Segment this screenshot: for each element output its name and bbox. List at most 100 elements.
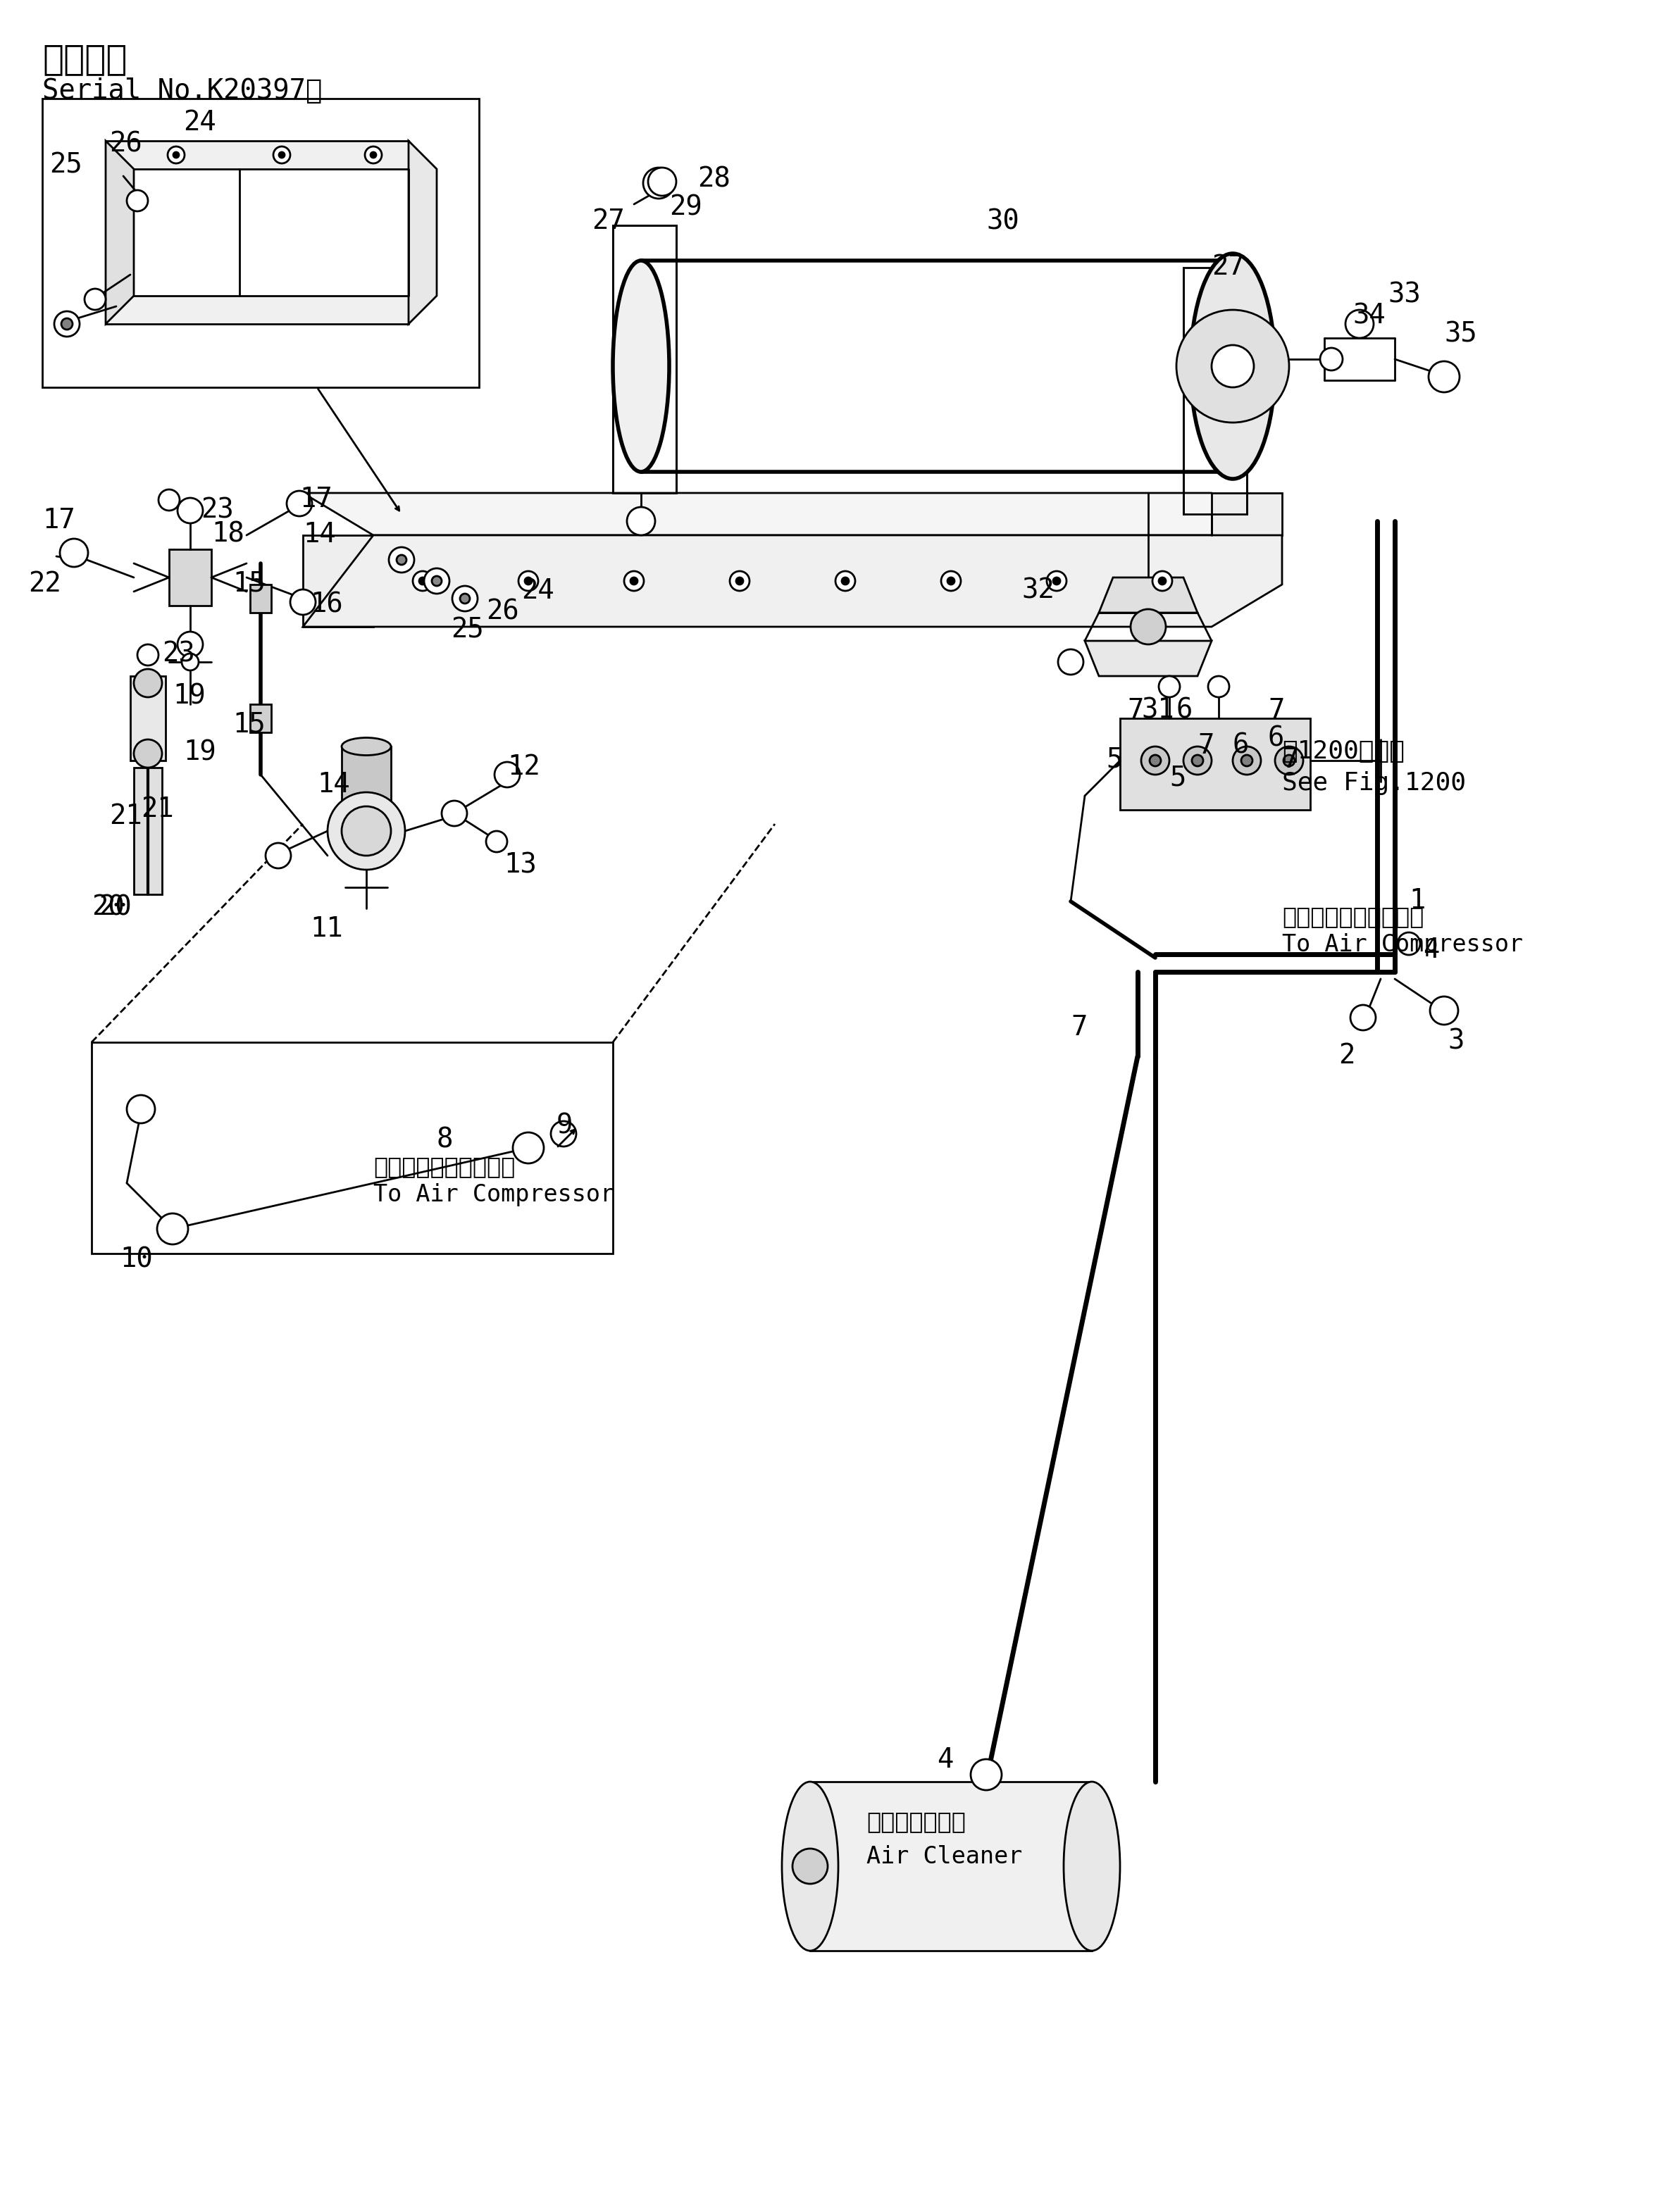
Circle shape [1183,745,1211,774]
Text: 31: 31 [1141,697,1174,723]
Circle shape [1191,754,1203,765]
Bar [42,100,478,387]
Text: See Fig.1200: See Fig.1200 [1282,772,1466,794]
Circle shape [624,571,644,591]
Circle shape [279,153,284,157]
Text: 17: 17 [299,487,333,513]
Circle shape [550,1121,576,1146]
Circle shape [631,577,637,584]
Polygon shape [408,142,437,323]
Polygon shape [1084,641,1211,677]
Circle shape [627,507,656,535]
Circle shape [134,739,162,768]
Circle shape [729,571,750,591]
Circle shape [420,577,427,584]
Polygon shape [105,142,408,168]
Text: Serial No.K20397～: Serial No.K20397～ [42,77,323,104]
Text: 7: 7 [1282,745,1298,774]
Text: 13: 13 [504,852,537,878]
Bar [1119,719,1310,810]
Text: 22: 22 [28,571,62,597]
Polygon shape [1211,493,1282,535]
Text: 11: 11 [310,916,343,942]
Circle shape [423,568,450,593]
Polygon shape [1099,577,1198,613]
Text: 7: 7 [1198,732,1215,759]
Text: 20: 20 [99,894,132,920]
Text: 3: 3 [1447,1029,1464,1055]
Circle shape [159,489,179,511]
Circle shape [1149,754,1161,765]
Circle shape [432,575,442,586]
Bar [130,677,166,761]
Circle shape [1141,745,1169,774]
Text: 6: 6 [1233,732,1250,759]
Circle shape [1057,650,1084,675]
Text: 24: 24 [182,108,216,135]
Text: 19: 19 [172,684,206,710]
Text: 12: 12 [507,754,540,781]
Text: 9: 9 [557,1113,572,1139]
Circle shape [487,832,507,852]
Circle shape [519,571,539,591]
Circle shape [1176,310,1290,422]
Text: 25: 25 [450,617,483,644]
Circle shape [370,153,376,157]
Circle shape [514,1133,544,1164]
Circle shape [647,168,676,197]
Text: To Air Compressor: To Air Compressor [373,1183,614,1206]
Text: エアーコンプレッサへ: エアーコンプレッサへ [373,1155,515,1179]
Text: 10: 10 [120,1248,152,1274]
Circle shape [1275,745,1303,774]
Text: エアーコンプレッサへ: エアーコンプレッサへ [1282,905,1424,929]
Text: 第1200図参照: 第1200図参照 [1282,739,1405,763]
Circle shape [289,588,316,615]
Circle shape [127,1095,156,1124]
Circle shape [1047,571,1066,591]
Text: 5: 5 [1169,763,1186,792]
Polygon shape [303,493,1282,535]
Circle shape [273,146,289,164]
Circle shape [460,593,470,604]
Bar [134,768,162,894]
Text: 27: 27 [592,208,624,234]
Circle shape [157,1214,187,1245]
Text: 14: 14 [303,522,336,549]
Circle shape [1430,995,1459,1024]
Circle shape [413,571,433,591]
Polygon shape [169,549,211,606]
Bar [249,584,271,613]
Text: 30: 30 [985,208,1019,234]
Text: 6: 6 [1268,726,1285,752]
Text: 26: 26 [487,599,519,626]
Circle shape [174,153,179,157]
Circle shape [1159,677,1179,697]
Text: 4: 4 [937,1747,954,1774]
Circle shape [137,644,159,666]
Text: 21: 21 [141,796,174,823]
Polygon shape [105,142,134,323]
Circle shape [525,577,532,584]
Circle shape [1241,754,1253,765]
Circle shape [1350,1004,1375,1031]
Text: 27: 27 [1211,254,1245,281]
Ellipse shape [341,737,391,754]
Circle shape [85,290,105,310]
Text: To Air Compressor: To Air Compressor [1282,933,1522,956]
Text: 適用号機: 適用号機 [42,42,127,75]
Text: 16: 16 [310,591,343,619]
Text: 28: 28 [698,166,731,192]
Bar [249,703,271,732]
Circle shape [1345,310,1374,338]
Circle shape [177,633,202,657]
Text: 29: 29 [669,195,703,221]
Circle shape [1159,577,1166,584]
Polygon shape [303,535,373,626]
Polygon shape [105,296,408,323]
Circle shape [266,843,291,869]
Ellipse shape [328,792,405,869]
Circle shape [1429,361,1459,392]
Text: 23: 23 [201,495,234,524]
Circle shape [62,319,72,330]
Text: 32: 32 [1022,577,1054,604]
